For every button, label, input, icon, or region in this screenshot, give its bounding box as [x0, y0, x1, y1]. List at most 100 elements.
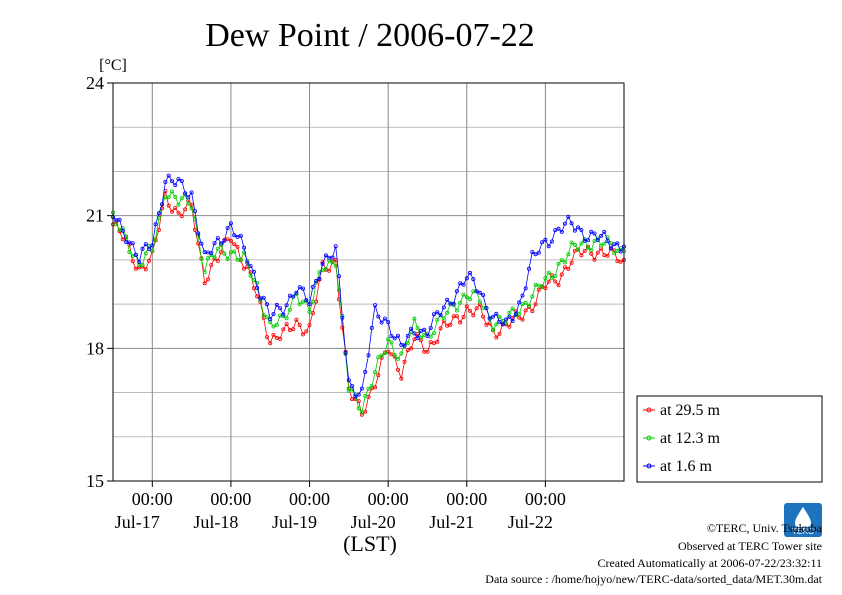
data-point	[274, 302, 279, 307]
data-point	[553, 274, 558, 279]
data-point	[490, 314, 495, 319]
data-point	[523, 308, 528, 313]
data-source-text: Data source : /home/hojyo/new/TERC-data/…	[485, 572, 822, 586]
data-point	[546, 244, 551, 249]
data-point	[209, 262, 214, 267]
data-point	[255, 294, 260, 299]
data-point	[225, 225, 230, 230]
data-point	[225, 257, 230, 262]
data-point	[477, 290, 482, 295]
data-point	[350, 383, 355, 388]
data-point	[386, 337, 391, 342]
data-point	[458, 281, 463, 286]
data-point	[261, 312, 266, 317]
data-point	[215, 246, 220, 251]
x-tick-date-label: Jul-22	[508, 512, 553, 532]
series-layer	[111, 173, 627, 417]
data-point	[592, 231, 597, 236]
data-point	[402, 343, 407, 348]
data-point	[209, 253, 214, 258]
data-point	[189, 190, 194, 195]
data-point	[248, 273, 253, 278]
data-point	[435, 339, 440, 344]
data-point	[183, 191, 188, 196]
data-point	[297, 322, 302, 327]
water-drop-icon	[795, 507, 811, 531]
data-point	[238, 257, 243, 262]
data-point	[376, 373, 381, 378]
data-point	[219, 250, 224, 255]
legend-swatch-marker	[646, 435, 652, 441]
data-point	[373, 385, 378, 390]
data-point	[517, 300, 522, 305]
data-point	[255, 285, 260, 290]
data-point	[173, 205, 178, 210]
data-point	[235, 234, 240, 239]
data-point	[399, 351, 404, 356]
data-point	[212, 255, 217, 260]
data-point	[589, 248, 594, 253]
data-point	[431, 312, 436, 317]
x-tick-time-label: 00:00	[210, 489, 251, 509]
data-point	[507, 324, 512, 329]
data-point	[330, 260, 335, 265]
data-point	[523, 300, 528, 305]
data-point	[431, 341, 436, 346]
data-point	[569, 221, 574, 226]
data-point	[576, 225, 581, 230]
data-point	[143, 242, 148, 247]
data-point	[389, 340, 394, 345]
data-point	[530, 294, 535, 299]
data-point	[566, 252, 571, 257]
data-point	[422, 327, 427, 332]
data-point	[153, 236, 158, 241]
data-point	[176, 176, 181, 181]
data-point	[169, 209, 174, 214]
data-point	[241, 266, 246, 271]
data-point	[563, 265, 568, 270]
data-point	[589, 229, 594, 234]
y-tick-label: 15	[86, 471, 104, 491]
data-point	[333, 244, 338, 249]
data-point	[186, 195, 191, 200]
x-tick-date-label: Jul-17	[115, 512, 160, 532]
data-point	[248, 264, 253, 269]
data-point	[389, 333, 394, 338]
data-point	[412, 316, 417, 321]
data-point	[379, 320, 384, 325]
data-point	[540, 240, 545, 245]
data-point	[481, 292, 486, 297]
x-tick-date-label: Jul-19	[272, 512, 317, 532]
data-point	[530, 249, 535, 254]
x-tick-time-label: 00:00	[446, 489, 487, 509]
data-point	[130, 241, 135, 246]
data-point	[179, 178, 184, 183]
data-point	[556, 226, 561, 231]
data-point	[572, 242, 577, 247]
footer-credits: ©TERC, Univ. Tsukuba Observed at TERC To…	[485, 521, 822, 586]
data-point	[373, 370, 378, 375]
data-point	[513, 312, 518, 317]
data-point	[392, 336, 397, 341]
data-point	[271, 332, 276, 337]
data-point	[395, 367, 400, 372]
data-point	[353, 396, 358, 401]
data-point	[192, 227, 197, 232]
data-point	[268, 317, 273, 322]
data-point	[323, 253, 328, 258]
data-point	[504, 317, 509, 322]
data-point	[176, 202, 181, 207]
legend-box	[636, 395, 823, 483]
data-point	[454, 314, 459, 319]
data-point	[271, 324, 276, 329]
data-point	[395, 356, 400, 361]
data-point	[448, 322, 453, 327]
data-point	[117, 217, 122, 222]
data-point	[284, 321, 289, 326]
data-point	[369, 383, 374, 388]
data-point	[173, 194, 178, 199]
data-point	[245, 260, 250, 265]
data-point	[146, 258, 151, 263]
data-point	[527, 266, 532, 271]
data-point	[163, 179, 168, 184]
